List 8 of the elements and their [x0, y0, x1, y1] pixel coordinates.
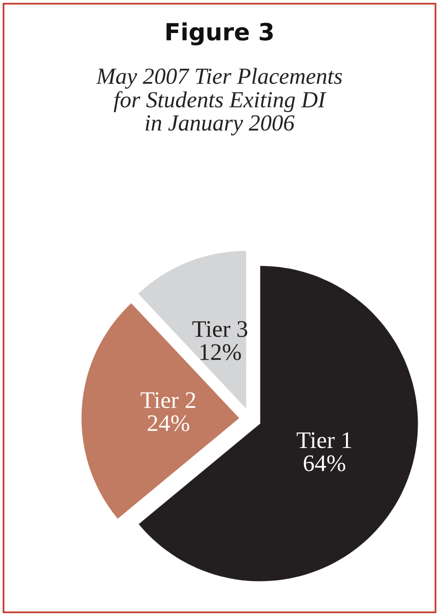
data-label: 24% [148, 415, 190, 432]
chart-title: Figure 3 [166, 22, 273, 46]
data-label: 64% [304, 455, 346, 472]
slice-label: Tier 3 [192, 321, 248, 338]
slice-label: Tier 1 [296, 432, 352, 448]
chart-subtitle: May 2007 Tier Placements for Students Exiting DI in January 2006 [96, 68, 342, 136]
data-label: 12% [200, 344, 241, 360]
slice-label: Tier 2 [140, 392, 196, 408]
